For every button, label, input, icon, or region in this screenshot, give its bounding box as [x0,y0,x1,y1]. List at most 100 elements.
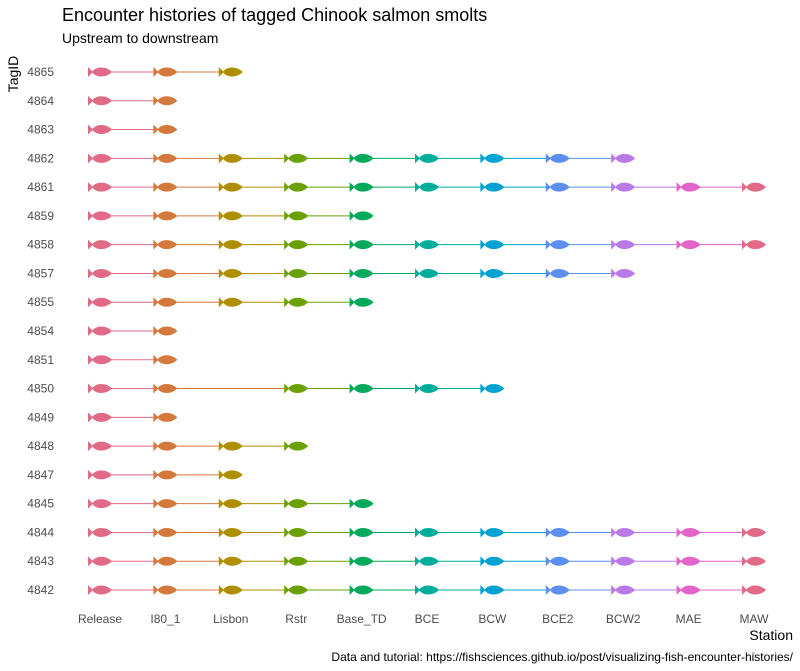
fish-marker [349,297,374,308]
fish-marker [480,585,505,595]
fish-marker [284,210,309,221]
x-tick-label: BCW2 [606,612,641,626]
fish-marker [284,268,309,279]
fish-marker [284,297,309,308]
x-tick-label: Release [78,612,122,626]
fish-marker [676,182,701,193]
fish-marker [415,153,439,164]
fish-marker [153,412,178,423]
y-tick-label: 4847 [27,468,54,482]
fish-marker [415,383,439,394]
x-axis-label: Station [749,627,793,643]
fish-marker [611,182,636,193]
fish-marker [88,556,112,567]
fish-marker [218,153,243,164]
fish-marker [88,354,112,365]
fish-marker [545,527,570,538]
fish-marker [349,268,374,279]
fish-marker [153,556,178,567]
fish-marker [611,585,636,595]
y-tick-label: 4842 [27,583,54,597]
fish-marker [153,210,178,221]
y-tick-label: 4851 [27,353,54,367]
chart-title: Encounter histories of tagged Chinook sa… [62,5,487,25]
fish-marker [218,469,243,480]
fish-marker [611,527,636,538]
fish-marker [415,527,439,538]
fish-marker [88,210,112,221]
fish-marker [88,268,112,279]
y-tick-label: 4849 [27,410,54,424]
fish-marker [284,182,309,193]
fish-marker [480,182,505,193]
fish-marker [88,95,112,106]
y-tick-label: 4850 [27,382,54,396]
fish-marker [88,585,112,595]
y-tick-label: 4862 [27,151,54,165]
fish-marker [349,210,374,221]
fish-marker [88,182,112,193]
fish-marker [480,268,505,279]
fish-marker [480,556,505,567]
y-tick-label: 4861 [27,180,54,194]
fish-marker [480,383,505,394]
fish-marker [676,239,701,250]
fish-marker [742,556,766,567]
fish-marker [545,239,570,250]
fish-marker [415,182,439,193]
fish-marker [545,556,570,567]
y-tick-label: 4858 [27,238,54,252]
fish-marker [611,239,636,250]
fish-marker [88,412,112,423]
fish-marker [153,527,178,538]
fish-marker [153,124,178,135]
fish-marker [218,556,243,567]
fish-marker [88,441,112,452]
fish-marker [742,585,766,595]
fish-marker [218,527,243,538]
y-tick-label: 4854 [27,324,54,338]
fish-marker [153,441,178,452]
fish-marker [218,268,243,279]
fish-marker [218,498,243,509]
fish-marker [153,469,178,480]
fish-marker [218,441,243,452]
fish-marker [415,556,439,567]
x-tick-label: Base_TD [337,612,387,626]
fish-marker [676,527,701,538]
fish-marker [545,182,570,193]
x-tick-label: BCE2 [542,612,574,626]
fish-marker [742,527,766,538]
fish-marker [153,153,178,164]
plot-area: Release I80_1 Lisbon Rstr Base_TD BCE BCW BCE2 B… [27,65,769,626]
fish-marker [218,239,243,250]
fish-marker [349,527,374,538]
x-tick-label: BCW [478,612,507,626]
fish-marker [742,182,766,193]
fish-marker [349,585,374,595]
fish-marker [88,124,112,135]
fish-marker [153,326,178,336]
fish-marker [284,585,309,595]
y-tick-label: 4845 [27,497,54,511]
x-tick-label: MAW [740,612,770,626]
fish-marker [88,469,112,480]
fish-marker [153,239,178,250]
fish-marker [88,527,112,538]
fish-marker [153,354,178,365]
x-tick-label: MAE [676,612,702,626]
fish-marker [218,67,243,77]
fish-marker [611,153,636,164]
x-tick-label: Lisbon [213,612,248,626]
x-tick-label: I80_1 [150,612,180,626]
y-tick-label: 4865 [27,65,54,79]
fish-marker [415,239,439,250]
fish-marker [284,239,309,250]
fish-marker [611,268,636,279]
fish-marker [153,268,178,279]
fish-marker [349,153,374,164]
fish-marker [284,383,309,394]
y-tick-label: 4863 [27,123,54,137]
fish-marker [88,326,112,336]
